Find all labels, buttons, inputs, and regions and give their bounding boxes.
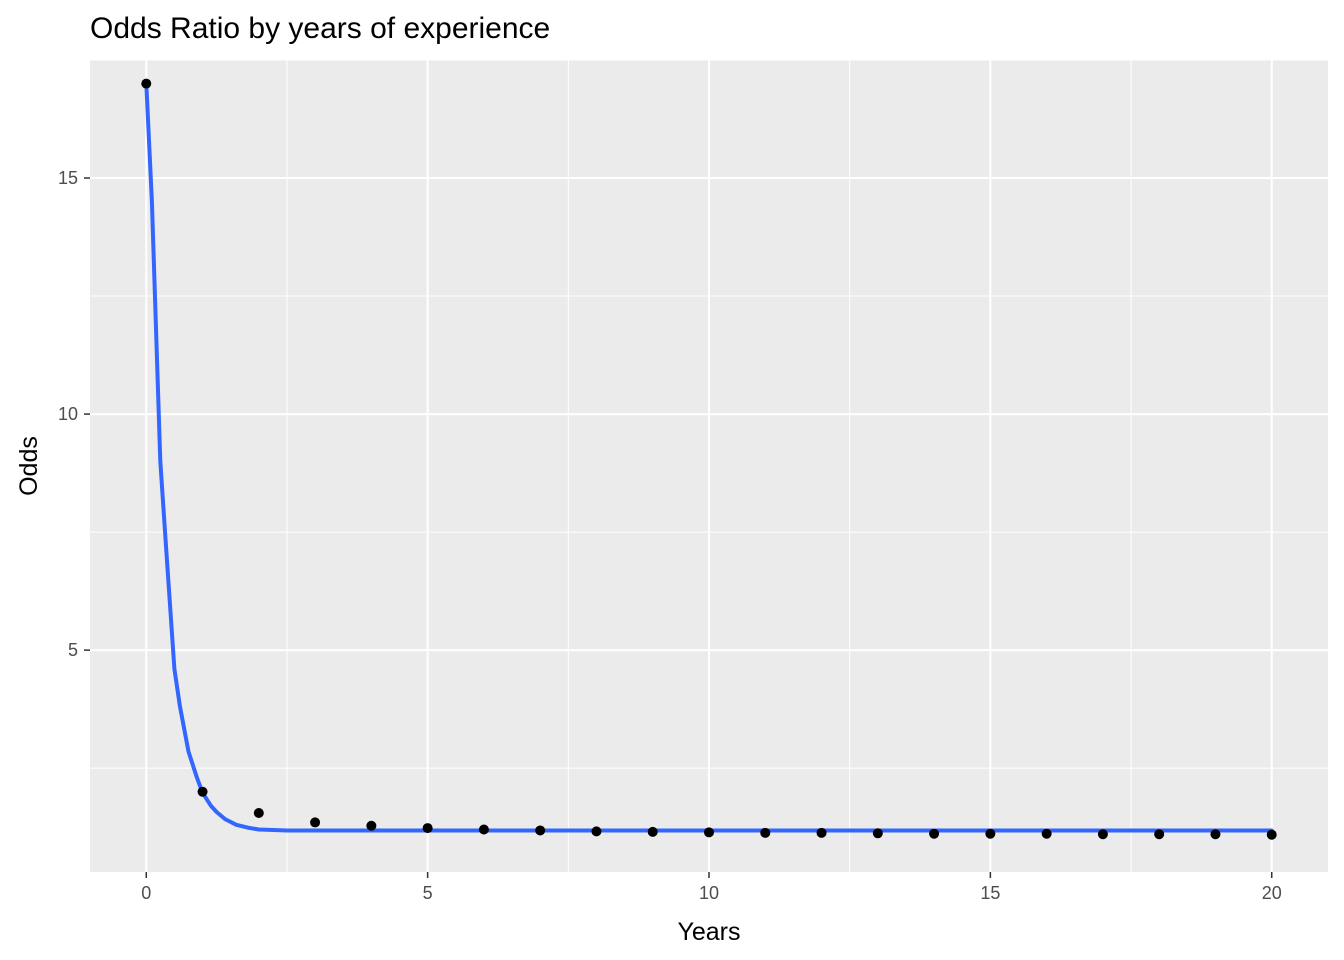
major-gridlines bbox=[90, 60, 1328, 872]
data-point bbox=[704, 827, 714, 838]
chart-title: Odds Ratio by years of experience bbox=[90, 12, 551, 45]
data-point bbox=[1154, 829, 1165, 840]
data-point bbox=[535, 825, 546, 836]
data-point bbox=[1266, 829, 1277, 840]
data-point bbox=[366, 820, 377, 831]
y-tick-label: 15 bbox=[58, 168, 78, 188]
data-point bbox=[1041, 828, 1052, 839]
data-point bbox=[816, 827, 827, 838]
x-tick-label: 5 bbox=[423, 883, 433, 903]
x-tick-label: 15 bbox=[980, 883, 1000, 903]
data-point bbox=[1210, 829, 1221, 840]
data-point bbox=[872, 828, 883, 839]
data-point bbox=[591, 826, 602, 837]
data-point bbox=[1097, 829, 1108, 840]
data-point bbox=[253, 807, 264, 818]
data-point bbox=[197, 786, 208, 797]
data-point bbox=[647, 826, 658, 837]
data-point bbox=[929, 828, 940, 839]
y-tick-label: 5 bbox=[68, 640, 78, 660]
axis-layer: 0 5 10 15 20 5 10 15 bbox=[58, 168, 1282, 903]
series-layer bbox=[141, 78, 1277, 840]
data-point bbox=[141, 78, 152, 89]
y-tick-label: 10 bbox=[58, 404, 78, 424]
x-tick-label: 0 bbox=[141, 883, 151, 903]
y-axis-title: Odds bbox=[15, 436, 43, 496]
data-point bbox=[985, 828, 996, 839]
x-axis-title: Years bbox=[677, 918, 740, 946]
data-point bbox=[760, 827, 771, 838]
data-point bbox=[422, 823, 433, 834]
data-point bbox=[310, 817, 321, 828]
data-point bbox=[478, 824, 489, 835]
x-tick-label: 10 bbox=[699, 883, 719, 903]
x-tick-label: 20 bbox=[1262, 883, 1282, 903]
